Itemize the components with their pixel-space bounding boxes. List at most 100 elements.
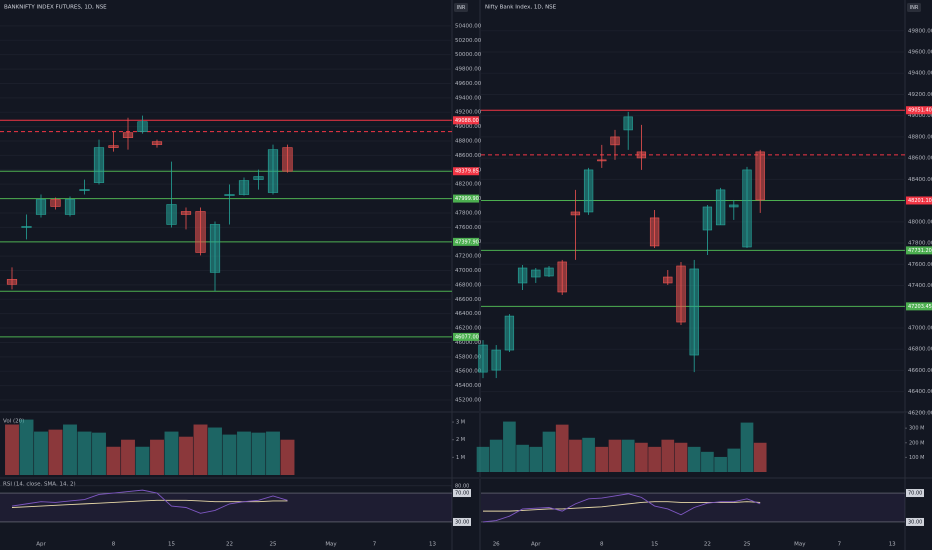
candle-body bbox=[755, 151, 765, 201]
volume-bar bbox=[555, 424, 569, 472]
candle-body bbox=[491, 349, 501, 371]
y-tick-label: 45400.00 bbox=[455, 383, 482, 389]
volume-tick-label: 100 M bbox=[909, 455, 924, 461]
candle-body bbox=[6, 279, 18, 285]
y-tick-label: 50200.00 bbox=[455, 38, 482, 44]
candle-body bbox=[742, 169, 752, 248]
price-level-box bbox=[906, 246, 932, 255]
y-tick-label: 47200.00 bbox=[455, 254, 482, 260]
candle-body bbox=[583, 169, 594, 213]
currency-label: INR bbox=[457, 5, 466, 11]
chart-title: BANKNIFTY INDEX FUTURES, 1D, NSE bbox=[4, 5, 107, 11]
rsi-level-box bbox=[453, 517, 471, 526]
volume-bar bbox=[476, 446, 490, 472]
volume-tick-label: 2 M bbox=[456, 437, 465, 443]
volume-bar bbox=[529, 446, 543, 472]
candle-body bbox=[636, 151, 647, 159]
rsi-tick-label: 30.00 bbox=[455, 519, 469, 525]
volume-bar bbox=[135, 446, 150, 475]
candle-body bbox=[137, 121, 148, 132]
volume-tick-label: 200 M bbox=[909, 440, 924, 446]
volume-tick-label: 3 M bbox=[456, 420, 465, 426]
y-tick-label: 50400.00 bbox=[455, 23, 482, 29]
price-level-box bbox=[453, 237, 479, 246]
currency-box bbox=[454, 3, 468, 12]
volume-bar bbox=[222, 434, 237, 475]
y-tick-label: 49200.00 bbox=[908, 92, 932, 98]
x-tick-label: 25 bbox=[744, 542, 751, 548]
candle-body bbox=[544, 267, 554, 277]
candle-body bbox=[663, 276, 673, 284]
y-tick-label: 48600.00 bbox=[908, 156, 932, 162]
candle-body bbox=[64, 199, 76, 215]
x-tick-label: May bbox=[325, 542, 337, 548]
y-tick-label: 49000.00 bbox=[908, 113, 932, 119]
chart-title: Nifty Bank Index, 1D, NSE bbox=[485, 5, 557, 11]
y-tick-label: 46000.00 bbox=[455, 340, 482, 346]
candle-body bbox=[151, 141, 163, 145]
price-level-box bbox=[453, 194, 479, 203]
rsi-band bbox=[481, 493, 905, 522]
volume-bar bbox=[489, 439, 503, 472]
candle-body bbox=[35, 199, 47, 215]
candle-body bbox=[224, 194, 235, 196]
currency-label: INR bbox=[910, 5, 919, 11]
candle-body bbox=[517, 267, 528, 284]
y-tick-label: 49000.00 bbox=[455, 124, 482, 130]
price-level-box bbox=[453, 116, 479, 125]
price-level-label: 47999.90 bbox=[455, 196, 479, 202]
rsi-tick-label: 70.00 bbox=[455, 491, 469, 497]
y-tick-label: 47600.00 bbox=[455, 225, 482, 231]
x-tick-label: 22 bbox=[226, 542, 233, 548]
volume-bar bbox=[701, 451, 714, 472]
y-tick-label: 46800.00 bbox=[908, 347, 932, 353]
y-tick-label: 49400.00 bbox=[908, 71, 932, 77]
volume-bar bbox=[63, 424, 77, 475]
volume-bar bbox=[516, 444, 529, 472]
volume-bar bbox=[150, 439, 164, 475]
y-tick-label: 47000.00 bbox=[908, 325, 932, 331]
candle-body bbox=[180, 211, 192, 215]
candle-body bbox=[21, 226, 32, 228]
volume-bar bbox=[121, 439, 135, 475]
y-tick-label: 47800.00 bbox=[908, 241, 932, 247]
candle-body bbox=[715, 189, 726, 226]
price-level-box bbox=[453, 167, 479, 176]
y-tick-label: 46400.00 bbox=[455, 311, 482, 317]
candle-body bbox=[729, 204, 739, 208]
volume-bar bbox=[164, 431, 179, 475]
candle-body bbox=[253, 176, 264, 180]
volume-bar bbox=[280, 439, 295, 475]
candle-body bbox=[557, 261, 567, 293]
y-tick-label: 48200.00 bbox=[455, 182, 482, 188]
volume-bar bbox=[648, 446, 661, 472]
x-tick-label: 7 bbox=[838, 542, 842, 548]
y-tick-label: 45800.00 bbox=[455, 354, 482, 360]
x-tick-label: Apr bbox=[531, 542, 541, 548]
candle-body bbox=[531, 269, 541, 278]
y-tick-label: 48800.00 bbox=[908, 134, 932, 140]
x-tick-label: 26 bbox=[493, 542, 500, 548]
candle-body bbox=[209, 224, 221, 273]
rsi-tick-label: 70.00 bbox=[908, 491, 922, 497]
volume-bar bbox=[569, 439, 582, 472]
candle-body bbox=[597, 159, 607, 162]
candle-body bbox=[623, 116, 633, 131]
x-tick-label: 25 bbox=[270, 542, 277, 548]
x-tick-label: May bbox=[794, 542, 806, 548]
y-tick-label: 50000.00 bbox=[455, 52, 482, 58]
y-tick-label: 48600.00 bbox=[455, 153, 482, 159]
rsi-level-box bbox=[453, 489, 471, 498]
candle-body bbox=[267, 149, 279, 193]
candle-body bbox=[195, 211, 206, 253]
volume-bar bbox=[674, 442, 688, 472]
price-level-label: 49088.00 bbox=[455, 118, 479, 124]
y-tick-label: 48400.00 bbox=[908, 177, 932, 183]
volume-bar bbox=[5, 424, 19, 475]
x-tick-label: 15 bbox=[651, 542, 658, 548]
y-tick-label: 49400.00 bbox=[455, 95, 482, 101]
candle-body bbox=[702, 206, 713, 231]
rsi-label: RSI (14, close, SMA, 14, 2) bbox=[3, 482, 76, 488]
price-level-box bbox=[906, 106, 932, 115]
